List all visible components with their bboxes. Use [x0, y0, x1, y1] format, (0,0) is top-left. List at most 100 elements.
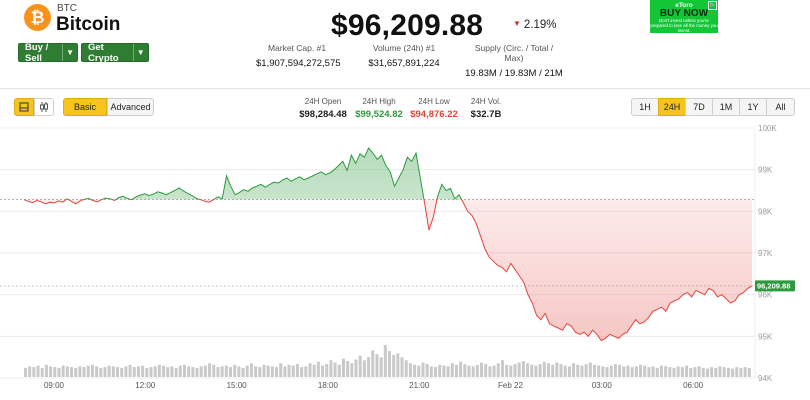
volume-bar — [513, 364, 517, 377]
view-basic-button[interactable]: Basic — [63, 98, 107, 116]
price-chart[interactable]: 100K 99K 98K 97K 96K 95K 94K 09:00 12:00 15:00 18… — [0, 120, 810, 400]
volume-bar — [312, 364, 316, 377]
volume-bar — [182, 364, 186, 377]
x-tick-label: 06:00 — [683, 381, 704, 390]
volume-bar — [103, 367, 107, 377]
volume-bar — [32, 367, 36, 377]
buy-sell-button[interactable]: Buy / Sell ▼ — [18, 41, 78, 64]
volume-bar — [270, 366, 274, 377]
price-area-down — [24, 199, 752, 341]
get-crypto-button[interactable]: Get Crypto ▼ — [81, 41, 149, 64]
volume-bar — [99, 367, 103, 377]
y-tick-label: 94K — [758, 374, 773, 383]
volume-bar — [308, 363, 312, 377]
x-tick-label: 15:00 — [227, 381, 248, 390]
ad-close-icon[interactable]: ▷ — [708, 1, 717, 10]
volume-bar — [722, 367, 726, 377]
volume-bar — [379, 357, 383, 377]
volume-bar — [166, 367, 170, 377]
bitcoin-logo-icon: ₿ — [24, 4, 51, 31]
volume-bar — [442, 365, 446, 377]
volume-bar — [245, 365, 249, 377]
candlestick-icon — [40, 102, 48, 112]
volume-bar — [174, 367, 178, 377]
chart-type-line-button[interactable] — [14, 98, 34, 116]
buy-sell-label: Buy / Sell — [25, 41, 49, 64]
y-tick-label: 99K — [758, 166, 773, 175]
range-all-button[interactable]: All — [766, 98, 795, 116]
volume-bar — [618, 364, 622, 377]
volume-bar — [605, 367, 609, 377]
x-tick-label: 03:00 — [592, 381, 613, 390]
view-advanced-button[interactable]: Advanced — [107, 98, 154, 116]
volume-bar — [714, 367, 718, 377]
volume-bar — [70, 367, 74, 377]
volume-bar — [664, 366, 668, 377]
get-crypto-label: Get Crypto — [88, 41, 119, 64]
volume-bar — [467, 365, 471, 377]
ad-brand: eToro — [675, 2, 693, 9]
chart-type-candle-button[interactable] — [34, 98, 54, 116]
ad-cta: BUY NOW — [659, 8, 709, 19]
volume-bar — [233, 364, 237, 377]
volume-bar — [300, 367, 304, 377]
volume-bar — [65, 366, 69, 377]
volume-bar — [279, 363, 283, 377]
volume-bar — [735, 367, 739, 377]
x-tick-label: Feb 22 — [498, 381, 523, 390]
y-tick-label: 96K — [758, 291, 773, 300]
volume-bar — [346, 361, 350, 377]
volume-bar — [668, 367, 672, 377]
volume-bar — [371, 350, 375, 377]
volume-bar — [49, 366, 53, 377]
y-tick-label: 95K — [758, 332, 773, 341]
volume-bar — [304, 366, 308, 377]
etoro-ad-banner[interactable]: ▷ eToro BUY NOW Don't invest unless you'… — [650, 0, 718, 33]
volume-bar — [551, 364, 555, 377]
volume-bar — [208, 363, 212, 377]
volume-bar — [438, 364, 442, 377]
range-7d-button[interactable]: 7D — [685, 98, 713, 116]
chevron-down-icon[interactable]: ▼ — [62, 44, 77, 61]
ohlc-value: $32.7B — [470, 109, 502, 120]
volume-bar — [400, 357, 404, 377]
volume-bar — [329, 360, 333, 377]
volume-bar — [195, 367, 199, 377]
market-cap-stat: Market Cap. #1 $1,907,594,272,575 — [256, 43, 341, 69]
ohlc-value: $98,284.48 — [299, 109, 347, 120]
volume-bar — [421, 362, 425, 377]
volume-bar — [609, 365, 613, 377]
range-1y-button[interactable]: 1Y — [739, 98, 767, 116]
volume-bar — [220, 366, 224, 377]
volume-bar — [475, 364, 479, 377]
volume-bar — [187, 366, 191, 377]
volume-bar — [593, 364, 596, 377]
volume-bar — [408, 363, 412, 377]
volume-bar — [78, 366, 82, 377]
current-price-tag: 96,209.88 — [757, 281, 790, 290]
y-tick-label: 100K — [758, 124, 777, 133]
volume-bar — [639, 364, 643, 377]
range-1h-button[interactable]: 1H — [631, 98, 659, 116]
current-price-marker: 96,209.88 — [0, 280, 795, 292]
chevron-down-icon[interactable]: ▼ — [132, 44, 149, 61]
volume-bar — [676, 366, 680, 377]
volume-bar — [53, 367, 57, 377]
volume-bar — [229, 367, 232, 377]
volume-bar — [622, 366, 626, 377]
price-change-value: 2.19% — [523, 19, 557, 31]
volume-bar — [362, 360, 366, 377]
range-24h-button[interactable]: 24H — [658, 98, 686, 116]
volume-bar — [484, 364, 488, 377]
volume-bar — [521, 361, 525, 377]
volume-bar — [262, 364, 266, 377]
volume-bar — [693, 367, 697, 377]
volume-bar — [434, 367, 438, 377]
stat-label: Volume (24h) #1 — [372, 43, 436, 53]
ohlc-label: 24H Vol. — [470, 97, 502, 106]
volume-bar — [254, 366, 258, 377]
volume-bar — [538, 364, 542, 377]
volume-bar — [597, 365, 601, 377]
range-1m-button[interactable]: 1M — [712, 98, 740, 116]
volume-bar — [630, 367, 634, 377]
